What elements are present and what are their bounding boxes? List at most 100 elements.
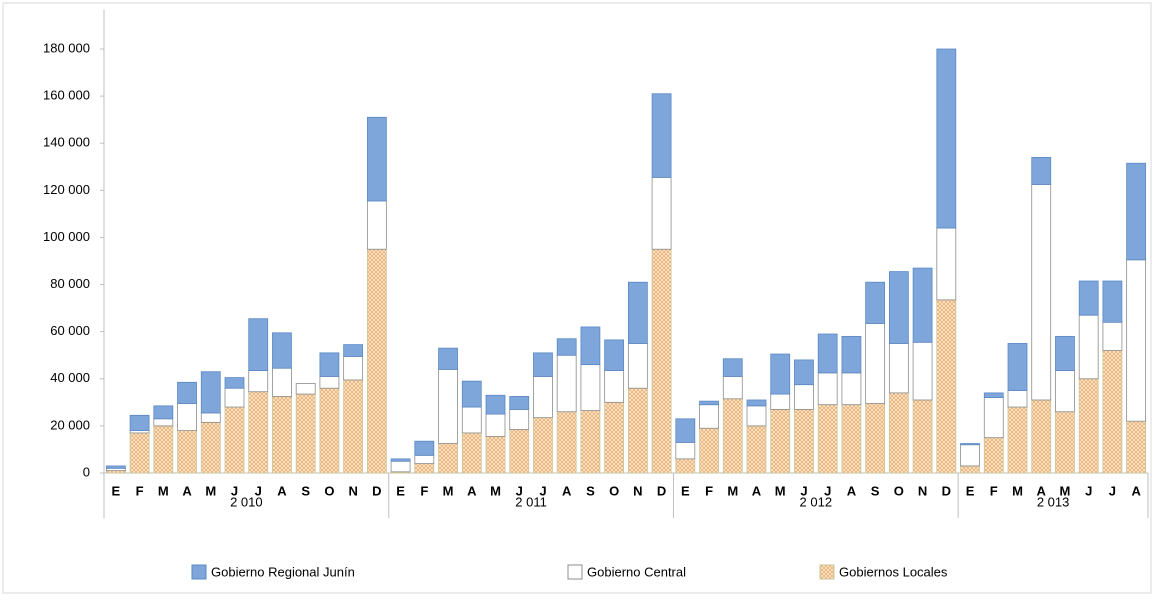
bar-segment: [414, 454, 435, 464]
bar-segment: [224, 377, 245, 389]
bar-segment: [1102, 350, 1123, 474]
bar-segment: [224, 387, 245, 408]
x-tick-label: J: [516, 483, 523, 498]
bar-segment: [841, 404, 862, 474]
x-tick-label: M: [1012, 483, 1023, 498]
bar-segment: [746, 405, 767, 427]
bar-segment: [177, 381, 197, 404]
legend-label: Gobiernos Locales: [839, 564, 948, 579]
x-tick-label: A: [1131, 483, 1141, 498]
x-tick-label: A: [467, 483, 477, 498]
x-tick-label: A: [752, 483, 762, 498]
bar-segment: [1007, 406, 1028, 474]
x-tick-label: J: [824, 483, 831, 498]
bar-segment: [485, 436, 506, 474]
bar-segment: [1055, 370, 1075, 413]
x-tick-label: A: [182, 483, 192, 498]
x-tick-label: S: [301, 483, 310, 498]
bar-segment: [200, 412, 221, 423]
bar-segment: [627, 343, 648, 389]
legend-swatch: [567, 564, 583, 580]
bar-segment: [224, 406, 245, 474]
x-tick-label: M: [775, 483, 786, 498]
bar-segment: [556, 354, 577, 413]
bar-segment: [960, 444, 980, 467]
bar-segment: [461, 380, 482, 408]
x-tick-label: M: [443, 483, 454, 498]
bar-segment: [960, 465, 980, 474]
bar-segment: [1007, 343, 1028, 391]
bar-segment: [675, 418, 696, 443]
bar-segment: [1031, 399, 1052, 474]
y-tick-label: 180 000: [43, 40, 90, 55]
legend-swatch: [191, 564, 207, 580]
x-tick-label: A: [847, 483, 857, 498]
x-tick-label: J: [800, 483, 807, 498]
y-tick-label: 60 000: [50, 323, 90, 338]
bar-segment: [936, 227, 957, 301]
bar-segment: [485, 394, 506, 415]
x-tick-label: O: [894, 483, 904, 498]
y-tick-label: 160 000: [43, 88, 90, 103]
bar-segment: [675, 441, 696, 460]
bar-segment: [485, 413, 506, 437]
x-tick-label: M: [205, 483, 216, 498]
x-tick-label: S: [586, 483, 595, 498]
bar-segment: [746, 425, 767, 474]
bar-segment: [817, 333, 838, 374]
bar-segment: [888, 392, 909, 474]
bar-segment: [912, 267, 933, 343]
bar-segment: [343, 379, 364, 474]
x-tick-label: F: [705, 483, 713, 498]
y-tick-label: 0: [83, 464, 90, 479]
bar-segment: [248, 370, 269, 393]
bar-segment: [1126, 162, 1147, 261]
bar-segment: [936, 299, 957, 474]
group-label: 2 010: [230, 494, 263, 509]
x-tick-label: A: [1037, 483, 1047, 498]
legend-swatch: [819, 564, 835, 580]
bar-segment: [770, 408, 791, 474]
bar-segment: [1031, 184, 1052, 401]
bar-segment: [129, 414, 150, 431]
bar-segment: [248, 318, 269, 371]
legend-label: Gobierno Regional Junín: [211, 564, 355, 579]
bar-segment: [675, 458, 696, 474]
bar-segment: [272, 367, 292, 397]
bar-segment: [461, 432, 482, 474]
bar-segment: [983, 397, 1004, 439]
bar-segment: [556, 411, 577, 474]
bar-segment: [1126, 420, 1147, 474]
bar-segment: [366, 200, 387, 250]
bar-segment: [746, 399, 767, 407]
bar-segment: [390, 458, 411, 462]
bar-segment: [438, 443, 458, 474]
bar-segment: [1126, 259, 1147, 422]
bar-segment: [817, 372, 838, 406]
bar-segment: [960, 443, 980, 446]
bar-segment: [794, 359, 814, 386]
bar-segment: [865, 403, 886, 474]
bar-segment: [105, 465, 126, 469]
bar-segment: [722, 376, 743, 400]
bar-segment: [272, 396, 292, 474]
bar-segment: [319, 376, 340, 389]
x-tick-label: E: [396, 483, 405, 498]
x-tick-label: N: [918, 483, 927, 498]
group-label: 2 011: [515, 494, 547, 509]
y-tick-label: 80 000: [50, 276, 90, 291]
bar-segment: [533, 352, 553, 377]
group-label: 2 012: [800, 494, 833, 509]
bar-segment: [770, 353, 791, 395]
bar-segment: [509, 408, 530, 430]
bar-segment: [1055, 411, 1075, 474]
bar-segment: [1055, 335, 1075, 371]
x-tick-label: E: [681, 483, 690, 498]
x-tick-label: E: [112, 483, 121, 498]
bar-segment: [200, 421, 221, 474]
bar-segment: [841, 372, 862, 406]
group-label: 2 013: [1037, 494, 1070, 509]
x-tick-label: E: [966, 483, 975, 498]
y-tick-label: 100 000: [43, 229, 90, 244]
